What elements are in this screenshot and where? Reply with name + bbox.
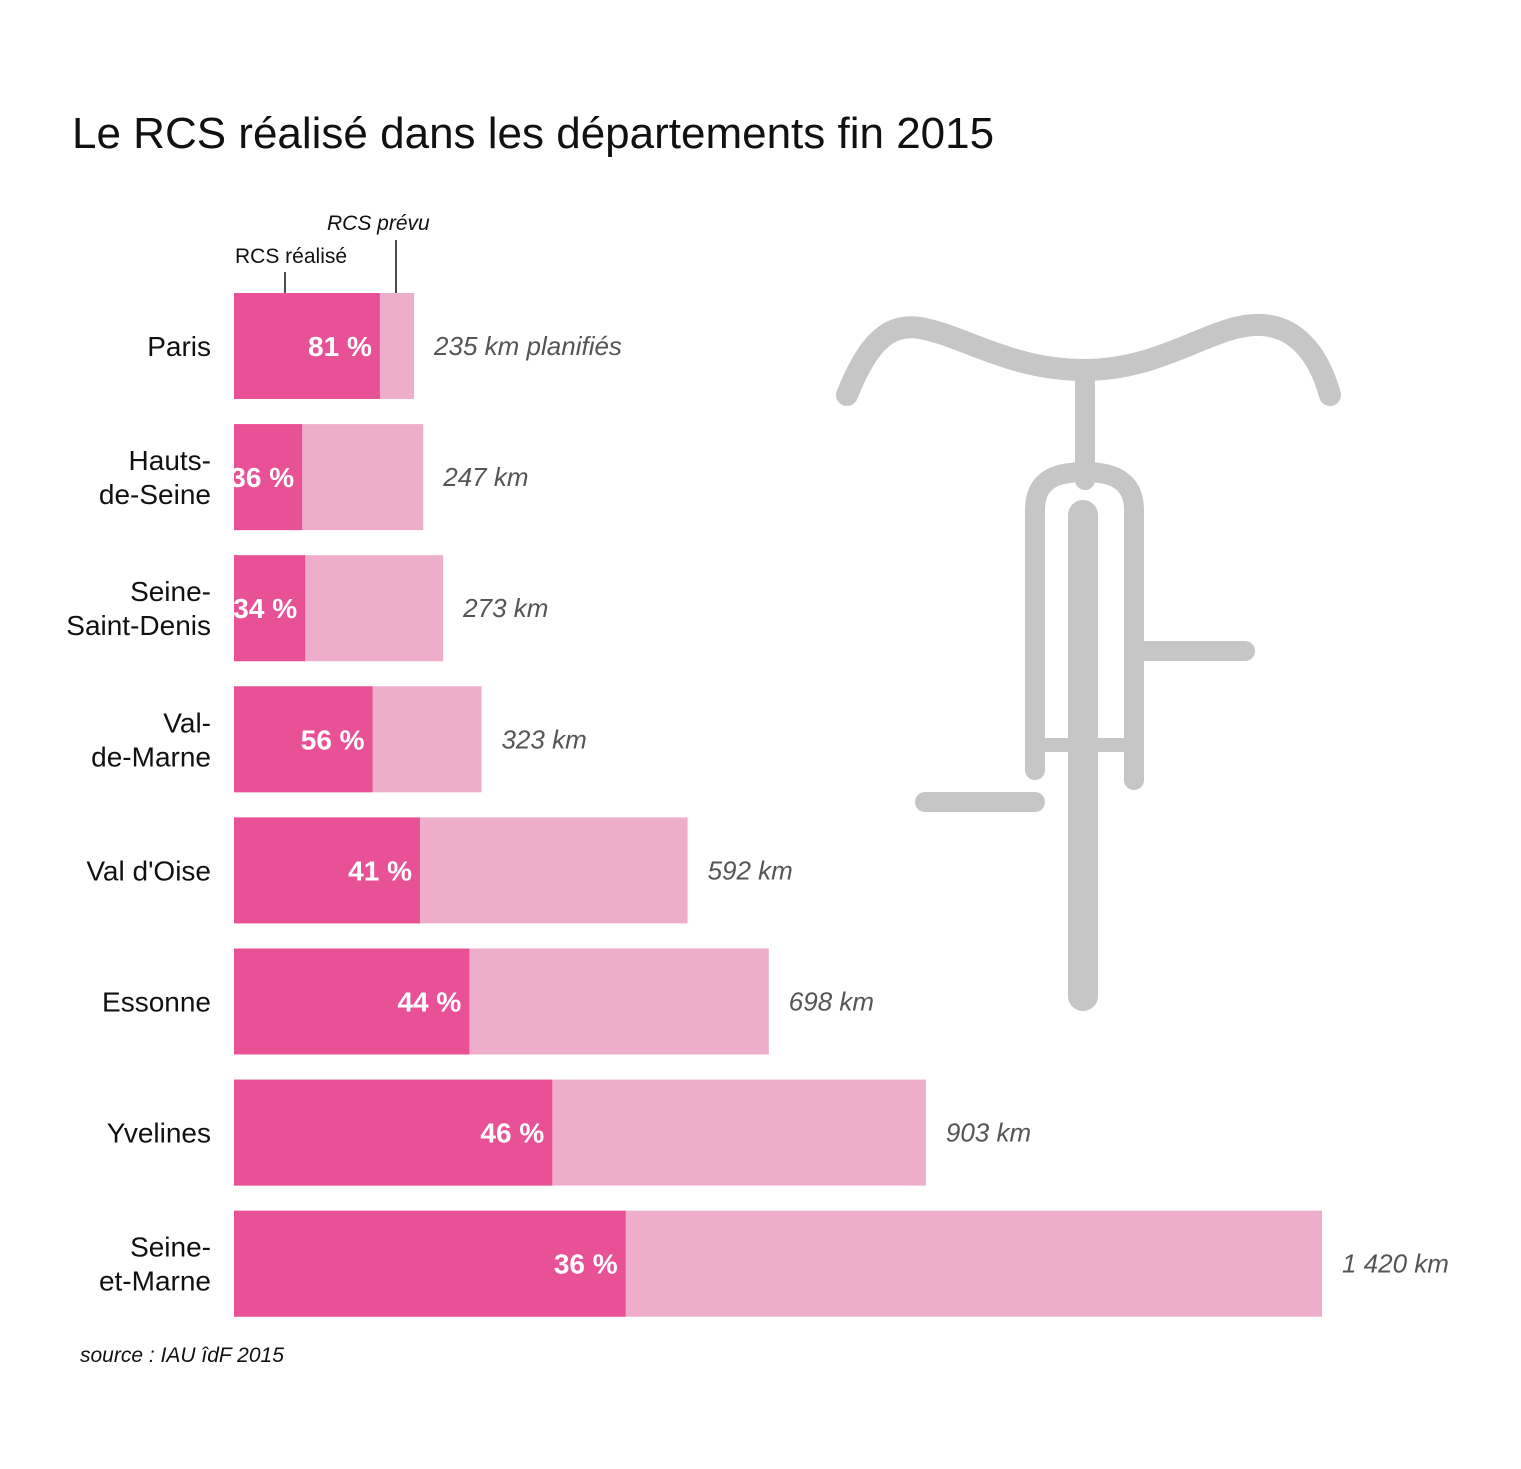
km-label: 273 km <box>462 593 548 623</box>
category-label: de-Seine <box>99 479 211 510</box>
category-label: Saint-Denis <box>66 610 211 641</box>
category-label: et-Marne <box>99 1266 211 1297</box>
pct-label: 34 % <box>233 593 297 624</box>
legend-realized-label: RCS réalisé <box>235 245 347 268</box>
legend-planned-label: RCS prévu <box>327 212 430 235</box>
bicycle-front-icon <box>836 313 1341 1011</box>
km-label: 1 420 km <box>1342 1249 1449 1279</box>
realized-bar <box>234 948 470 1055</box>
pct-label: 41 % <box>348 855 412 886</box>
realized-bar <box>234 817 420 924</box>
realized-bar <box>234 1079 553 1186</box>
legend: RCS réalisé RCS prévu <box>235 212 430 309</box>
realized-bar <box>234 686 373 793</box>
chart-title: Le RCS réalisé dans les départements fin… <box>72 109 994 158</box>
realized-bar <box>234 1210 626 1317</box>
km-label: 903 km <box>946 1118 1031 1148</box>
category-label: Val- <box>163 707 211 738</box>
category-label: Yvelines <box>107 1118 211 1149</box>
realized-bar <box>234 424 303 531</box>
pct-label: 36 % <box>554 1249 618 1280</box>
category-label: Paris <box>147 331 211 362</box>
pct-label: 81 % <box>308 331 372 362</box>
pct-label: 46 % <box>480 1118 544 1149</box>
category-label: Essonne <box>102 987 211 1018</box>
km-label: 247 km <box>442 462 528 492</box>
pct-label: 44 % <box>397 987 461 1018</box>
category-label: Seine- <box>130 576 211 607</box>
category-label: Seine- <box>130 1232 211 1263</box>
km-label: 235 km planifiés <box>433 331 622 361</box>
realized-bar <box>234 555 306 662</box>
km-label: 698 km <box>789 987 874 1017</box>
km-label: 323 km <box>501 724 586 754</box>
source-note: source : IAU îdF 2015 <box>80 1344 284 1367</box>
category-label: Val d'Oise <box>86 855 211 886</box>
bars: 81 % 235 km planifiés Paris 36 % 247 km Hauts… <box>66 293 1449 1317</box>
pct-label: 36 % <box>230 462 294 493</box>
realized-bar <box>234 293 380 399</box>
category-label: Hauts- <box>129 445 211 476</box>
category-label: de-Marne <box>91 741 211 772</box>
pct-label: 56 % <box>301 724 365 755</box>
km-label: 592 km <box>708 855 793 885</box>
